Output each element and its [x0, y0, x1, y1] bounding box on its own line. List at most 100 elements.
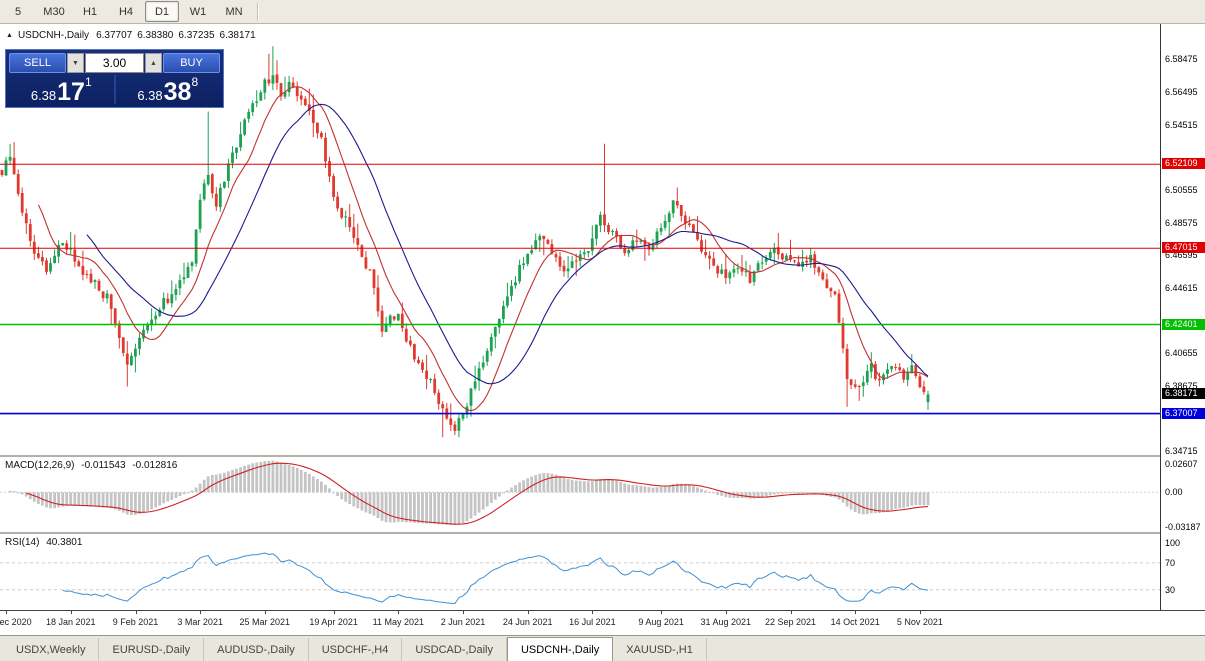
price-axis-label: 6.38675: [1165, 381, 1198, 392]
date-label: 16 Jul 2021: [569, 617, 616, 627]
macd-signal-value: -0.012816: [132, 460, 178, 471]
collapse-arrow-icon[interactable]: ▲: [6, 32, 13, 39]
ohlc-low: 6.37235: [178, 30, 215, 41]
date-tick: [333, 611, 335, 614]
price-axis-label: 6.58475: [1165, 54, 1198, 65]
date-tick: [6, 611, 8, 614]
chart-symbol-label: USDCNH-,Daily: [17, 30, 90, 41]
chart-tabs: USDX,Weekly EURUSD-,Daily AUDUSD-,Daily USD…: [0, 635, 1205, 661]
date-tick: [398, 611, 400, 614]
timeframe-button-h4[interactable]: H4: [118, 5, 134, 18]
sell-price-prefix: 6.38: [30, 87, 57, 103]
tab-usdchf-h4[interactable]: USDCHF-,H4: [309, 638, 403, 661]
date-label: 25 Mar 2021: [239, 617, 291, 627]
timeframe-toolbar: 5 M30 H1 H4 D1 W1 MN: [0, 0, 1205, 24]
date-label: 23 Dec 2020: [0, 617, 32, 627]
price-axis-label: 6.50555: [1165, 184, 1198, 195]
toolbar-separator: [257, 2, 259, 21]
current-price-label: 6.38171: [1162, 388, 1205, 400]
macd-main-value: -0.011543: [81, 460, 126, 471]
date-tick: [527, 611, 529, 614]
sell-price-digits: 17: [57, 77, 85, 106]
timeframe-button-d1[interactable]: D1: [145, 1, 179, 22]
tab-xauusd-h1[interactable]: XAUUSD-,H1: [613, 638, 707, 661]
rsi-value: 40.3801: [46, 537, 83, 548]
date-label: 3 Mar 2021: [177, 617, 223, 627]
price-divider: [113, 75, 116, 104]
date-label: 24 Jun 2021: [502, 617, 553, 627]
date-label: 11 May 2021: [372, 617, 424, 627]
date-label: 18 Jan 2021: [46, 617, 96, 627]
rsi-axis-label: 70: [1165, 557, 1176, 568]
buy-price-display[interactable]: 6.38 38 8: [116, 75, 221, 104]
date-label: 5 Nov 2021: [896, 617, 943, 627]
date-tick: [855, 611, 857, 614]
macd-name: MACD(12,26,9): [5, 460, 75, 471]
date-label: 9 Feb 2021: [112, 617, 159, 627]
date-label: 19 Apr 2021: [309, 617, 358, 627]
volume-increase-button[interactable]: ▲: [145, 53, 162, 73]
price-axis: 6.58475 6.56495 6.54515 6.50555 6.48575 6.465…: [1160, 24, 1205, 610]
price-axis-label: 6.34715: [1165, 446, 1198, 457]
timeframe-button-m30[interactable]: M30: [43, 5, 65, 18]
trade-prices-row: 6.38 17 1 6.38 38 8: [9, 75, 220, 104]
price-level-label: 6.37007: [1162, 407, 1205, 419]
volume-input[interactable]: [85, 53, 144, 73]
tab-usdcad-daily[interactable]: USDCAD-,Daily: [402, 638, 507, 661]
date-label: 14 Oct 2021: [830, 617, 880, 627]
date-label: 31 Aug 2021: [700, 617, 752, 627]
macd-label: MACD(12,26,9) -0.011543 -0.012816: [5, 460, 181, 471]
date-label: 2 Jun 2021: [440, 617, 486, 627]
price-level-label: 6.52109: [1162, 158, 1205, 170]
price-axis-label: 6.48575: [1165, 217, 1198, 228]
date-label: 9 Aug 2021: [638, 617, 684, 627]
tab-usdx-weekly[interactable]: USDX,Weekly: [3, 638, 100, 661]
date-tick: [725, 611, 727, 614]
date-tick: [70, 611, 72, 614]
price-level-label: 6.47015: [1162, 242, 1205, 254]
date-tick: [200, 611, 202, 614]
price-level-label: 6.42401: [1162, 318, 1205, 330]
price-axis-label: 6.44615: [1165, 283, 1198, 293]
sell-price-sup: 1: [84, 75, 92, 89]
macd-indicator-panel[interactable]: [0, 457, 1160, 532]
trade-controls-row: SELL ▼ ▲ BUY: [9, 53, 220, 73]
buy-price-prefix: 6.38: [137, 87, 163, 103]
date-tick: [135, 611, 137, 614]
rsi-indicator-panel[interactable]: [0, 534, 1160, 610]
date-axis: 23 Dec 2020 18 Jan 2021 9 Feb 2021 3 Mar 20…: [0, 610, 1205, 635]
ohlc-high: 6.38380: [137, 30, 174, 41]
buy-button[interactable]: BUY: [163, 53, 220, 73]
rsi-axis-label: 100: [1165, 537, 1181, 548]
ohlc-open: 6.37707: [96, 30, 133, 41]
sell-button[interactable]: SELL: [9, 53, 66, 73]
date-tick: [463, 611, 464, 614]
chart-title: ▲ USDCNH-,Daily 6.37707 6.38380 6.37235 …: [6, 30, 256, 41]
tab-usdcnh-daily[interactable]: USDCNH-,Daily: [506, 637, 614, 661]
volume-decrease-button[interactable]: ▼: [67, 53, 84, 73]
sell-price-display[interactable]: 6.38 17 1: [9, 75, 114, 104]
timeframe-button-mn[interactable]: MN: [225, 5, 243, 18]
ohlc-close: 6.38171: [219, 30, 256, 41]
macd-axis-label: 0.00: [1165, 487, 1183, 498]
tab-audusd-daily[interactable]: AUDUSD-,Daily: [204, 638, 309, 661]
date-tick: [790, 611, 792, 614]
rsi-name: RSI(14): [5, 537, 40, 548]
one-click-trading-panel: SELL ▼ ▲ BUY 6.38 17 1 6.38 38 8: [5, 49, 224, 108]
timeframe-button-h1[interactable]: H1: [82, 5, 98, 18]
buy-price-sup: 8: [191, 75, 199, 89]
price-axis-label: 6.40655: [1165, 348, 1198, 359]
timeframe-button-w1[interactable]: W1: [189, 5, 207, 18]
date-tick: [264, 611, 266, 614]
date-tick: [919, 611, 921, 614]
price-axis-label: 6.54515: [1165, 119, 1198, 130]
price-axis-label: 6.46595: [1165, 250, 1198, 261]
date-tick: [592, 611, 594, 614]
macd-axis-label: -0.03187: [1165, 522, 1201, 533]
timeframe-button-5[interactable]: 5: [14, 5, 22, 18]
buy-price-digits: 38: [163, 77, 192, 106]
tab-eurusd-daily[interactable]: EURUSD-,Daily: [99, 638, 205, 661]
date-label: 22 Sep 2021: [764, 617, 817, 627]
price-axis-label: 6.56495: [1165, 86, 1198, 97]
